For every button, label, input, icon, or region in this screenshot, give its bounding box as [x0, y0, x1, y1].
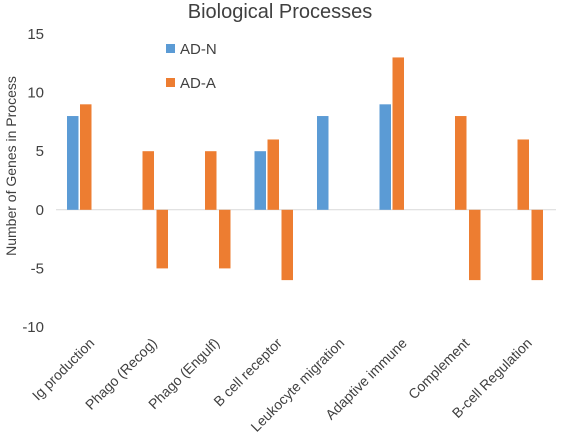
bar-ad-n-0 [67, 116, 79, 210]
bar-ad-a-neg-1 [156, 209, 168, 269]
y-tick-label: -10 [22, 319, 44, 336]
bar-ad-a-neg-2 [219, 209, 231, 269]
bar-ad-a-6 [455, 116, 467, 210]
y-tick-label: 15 [27, 26, 44, 43]
category-label: Complement [405, 335, 473, 403]
y-axis-ticks: -10 -5 0 5 10 15 [22, 26, 44, 336]
legend: AD-N AD-A [166, 41, 217, 92]
bar-ad-a-7 [517, 139, 529, 210]
legend-swatch [166, 44, 175, 53]
bar-ad-a-0 [80, 104, 92, 210]
bar-ad-n-5 [379, 104, 391, 210]
bar-ad-a-2 [205, 151, 217, 210]
legend-label: AD-N [180, 41, 217, 58]
y-tick-label: 5 [36, 143, 44, 160]
y-axis-label: Number of Genes in Process [3, 76, 19, 256]
bar-ad-n-3 [254, 151, 266, 210]
bar-ad-a-1 [142, 151, 154, 210]
bar-ad-a-neg-7 [531, 209, 543, 281]
bar-ad-a-3 [267, 139, 279, 210]
chart-title: Biological Processes [188, 1, 373, 23]
legend-swatch [166, 78, 175, 87]
bar-ad-a-neg-6 [469, 209, 481, 281]
category-label: Ig production [29, 335, 98, 404]
bars [67, 57, 543, 281]
y-tick-label: 0 [36, 202, 44, 219]
y-tick-label: 10 [27, 85, 44, 102]
y-tick-label: -5 [31, 260, 44, 277]
bar-ad-n-4 [317, 116, 329, 210]
bar-ad-a-5 [392, 57, 404, 210]
bar-ad-a-neg-3 [281, 209, 293, 281]
legend-label: AD-A [180, 75, 216, 92]
